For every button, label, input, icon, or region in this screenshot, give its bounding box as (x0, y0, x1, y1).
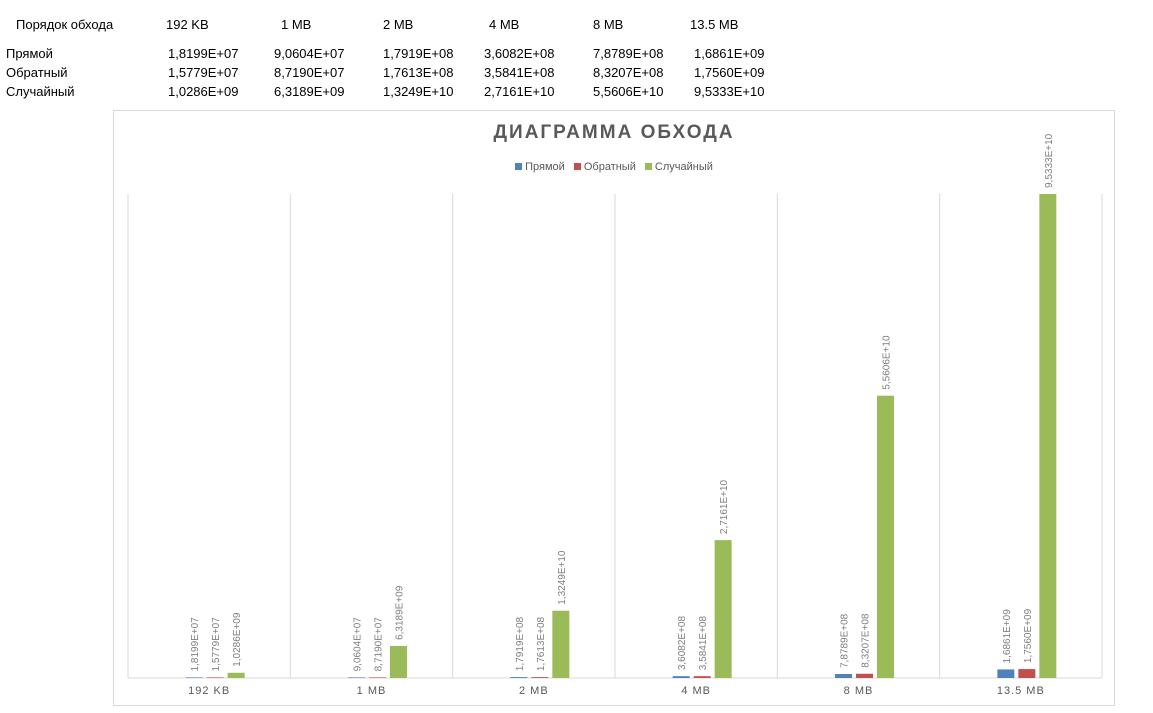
table-cell: 6,3189E+09 (274, 84, 345, 99)
x-tick-label: 2 MB (519, 685, 549, 697)
data-label: 1,0286E+09 (232, 612, 243, 667)
bar-reverse (206, 677, 224, 678)
bar-direct (510, 677, 528, 678)
legend-swatch-random (644, 163, 652, 170)
plot-area: 1,8199E+07 1,5779E+07 1,0286E+09 192 KB 9,06… (127, 133, 1103, 697)
chart-legend: Прямой Обратный Случайный (114, 161, 1114, 173)
table-header-label: Порядок обхода (16, 17, 114, 32)
bar-random (552, 610, 570, 678)
x-tick-label: 4 MB (681, 685, 711, 697)
bar-direct (835, 673, 852, 678)
table-cell: 1,5779E+07 (168, 65, 239, 80)
bar-reverse (369, 677, 386, 678)
bar-reverse (856, 673, 873, 678)
data-label: 1,7613E+08 (536, 616, 547, 671)
data-label: 6,3189E+09 (395, 585, 406, 640)
bar-random (714, 540, 732, 678)
bar-reverse (1018, 669, 1036, 678)
data-label: 8,7190E+07 (374, 617, 385, 672)
data-label: 1,7560E+09 (1023, 608, 1034, 663)
bar-random (390, 645, 407, 678)
chart-title: ДИАГРАММА ОБХОДА (493, 122, 735, 143)
table-column-header: 1 MB (281, 17, 312, 32)
table-cell: 3,6082E+08 (484, 46, 555, 61)
x-tick-label: 8 MB (844, 685, 874, 697)
table-cell: 8,3207E+08 (593, 65, 664, 80)
bar-reverse (531, 677, 549, 678)
bar-random (1039, 194, 1057, 678)
data-label: 1,6861E+09 (1002, 609, 1013, 664)
table-cell: 9,5333E+10 (694, 84, 765, 99)
data-label: 5,5606E+10 (882, 335, 893, 390)
table-column-header: 13.5 MB (690, 17, 739, 32)
data-label: 3,5841E+08 (698, 616, 709, 671)
data-label: 9,5333E+10 (1044, 133, 1055, 188)
table-cell: 1,0286E+09 (168, 84, 239, 99)
legend-item-direct: Прямой (515, 161, 565, 173)
table-column-header: 192 KB (166, 17, 209, 32)
bar-direct (672, 676, 690, 678)
table-column-header: 8 MB (593, 17, 624, 32)
bar-random (227, 672, 245, 678)
table-cell: 3,5841E+08 (484, 65, 555, 80)
legend-label-reverse: Обратный (583, 161, 636, 173)
table-cell: 1,8199E+07 (168, 46, 239, 61)
data-label: 1,8199E+07 (190, 617, 201, 672)
table-row-label: Случайный (6, 84, 75, 99)
table-cell: 7,8789E+08 (593, 46, 664, 61)
data-label: 1,3249E+10 (557, 550, 568, 605)
data-label: 1,7919E+08 (515, 616, 526, 671)
table-cell: 9,0604E+07 (274, 46, 345, 61)
legend-item-reverse: Обратный (573, 161, 636, 173)
legend-label-random: Случайный (654, 161, 713, 173)
table-row-label: Прямой (6, 46, 53, 61)
bar-direct (348, 677, 365, 678)
table-cell: 1,7919E+08 (383, 46, 454, 61)
legend-label-direct: Прямой (525, 161, 565, 173)
x-tick-label: 192 KB (188, 685, 230, 697)
data-label: 2,7161E+10 (719, 479, 730, 534)
x-tick-label: 13.5 MB (997, 685, 1045, 697)
table-column-header: 4 MB (489, 17, 520, 32)
bar-reverse (693, 676, 711, 678)
data-label: 8,3207E+08 (861, 613, 872, 668)
table-cell: 5,5606E+10 (593, 84, 664, 99)
data-label: 3,6082E+08 (677, 616, 688, 671)
table-cell: 1,3249E+10 (383, 84, 454, 99)
bar-random (877, 395, 894, 678)
legend-swatch-direct (515, 163, 523, 170)
bar-direct (997, 669, 1015, 678)
x-tick-label: 1 MB (357, 685, 387, 697)
data-label: 9,0604E+07 (353, 617, 364, 672)
data-label: 7,8789E+08 (840, 613, 851, 668)
table-cell: 1,6861E+09 (694, 46, 765, 61)
table-cell: 8,7190E+07 (274, 65, 345, 80)
legend-swatch-reverse (573, 163, 581, 170)
data-label: 1,5779E+07 (211, 617, 222, 672)
table-cell: 1,7613E+08 (383, 65, 454, 80)
table-cell: 1,7560E+09 (694, 65, 765, 80)
legend-item-random: Случайный (644, 161, 713, 173)
bar-direct (185, 677, 203, 678)
table-row-label: Обратный (6, 65, 68, 80)
table-column-header: 2 MB (383, 17, 414, 32)
table-cell: 2,7161E+10 (484, 84, 555, 99)
chart-area: ДИАГРАММА ОБХОДА Прямой Обратный Случайн… (113, 110, 1115, 706)
